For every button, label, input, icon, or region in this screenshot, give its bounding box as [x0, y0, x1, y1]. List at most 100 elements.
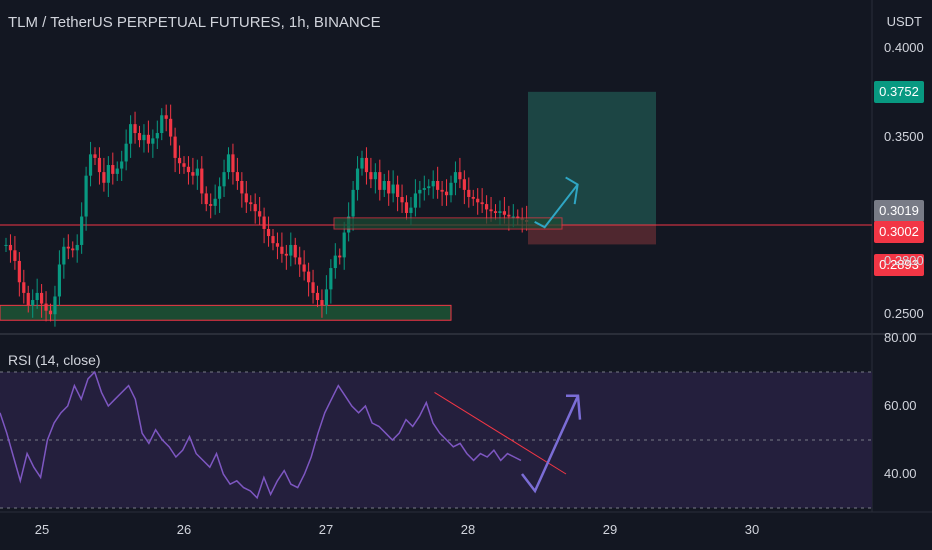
candle-body — [146, 134, 150, 144]
candle-body — [80, 216, 84, 245]
candle-body — [462, 179, 466, 190]
candle-body — [342, 232, 346, 258]
candle-body — [66, 246, 70, 249]
candle-body — [271, 236, 275, 244]
candle-body — [8, 244, 13, 251]
candle-body — [418, 189, 422, 194]
candle-body — [480, 202, 484, 205]
price-tag: 0.3002 — [874, 221, 924, 244]
candle-body — [71, 248, 75, 251]
candle-body — [26, 292, 30, 306]
projection-arrow — [534, 183, 579, 229]
candle-body — [471, 196, 475, 199]
candle-body — [186, 166, 191, 173]
candle-body — [44, 303, 48, 311]
candle-body — [391, 184, 395, 194]
candle-body — [266, 228, 271, 237]
candle-body — [124, 143, 128, 162]
candle-body — [378, 172, 382, 190]
candle-body — [329, 268, 333, 290]
price-axis-tick: 0.2800 — [884, 252, 924, 268]
rsi-axis-tick: 80.00 — [884, 330, 917, 345]
rsi-title: RSI (14, close) — [8, 352, 101, 368]
candle-body — [387, 181, 391, 194]
candle-body — [467, 189, 471, 197]
currency-unit[interactable]: USDT — [886, 14, 922, 29]
candle-body — [311, 282, 315, 293]
time-axis-tick: 30 — [744, 522, 760, 537]
candle-body — [195, 168, 199, 176]
candle-body — [351, 189, 355, 217]
candle-body — [35, 292, 39, 301]
candle-body — [129, 124, 133, 144]
candle-body — [493, 211, 498, 213]
candle-body — [17, 260, 21, 283]
time-axis-tick: 25 — [34, 522, 50, 537]
price-tag: 0.3019 — [874, 200, 924, 223]
projection-arrowhead — [565, 176, 579, 205]
candle-body — [436, 181, 440, 190]
candle-body — [280, 246, 284, 254]
candle-body — [382, 181, 386, 190]
rsi-axis-tick: 60.00 — [884, 398, 917, 413]
candle-body — [262, 216, 266, 229]
candle-body — [258, 211, 262, 217]
candle-body — [476, 198, 480, 203]
rsi-trendline — [434, 391, 567, 475]
candle-body — [355, 168, 360, 190]
candle-body — [97, 157, 102, 173]
candle-body — [307, 271, 311, 283]
candle-body — [240, 181, 244, 194]
candle-body — [137, 133, 142, 141]
candle-body — [253, 204, 257, 212]
candle-body — [177, 157, 182, 164]
candle-body — [155, 133, 159, 139]
position-stop-zone — [528, 225, 656, 245]
candle-body — [106, 165, 110, 183]
price-tag: 0.2893 — [874, 254, 924, 277]
candle-body — [284, 253, 288, 256]
candle-body — [369, 172, 373, 180]
candle-body — [413, 193, 417, 208]
candle-body — [164, 115, 168, 119]
candle-body — [440, 189, 444, 192]
price-tag: 0.3752 — [874, 80, 924, 103]
candle-body — [13, 250, 17, 261]
time-axis-tick: 27 — [318, 522, 334, 537]
candle-body — [120, 161, 124, 169]
candle-body — [182, 163, 186, 167]
candle-body — [93, 154, 97, 158]
candle-body — [40, 292, 44, 304]
candle-body — [409, 207, 413, 213]
candle-body — [204, 193, 208, 205]
candle-body — [102, 172, 106, 183]
candle-body — [231, 154, 235, 173]
candle-body — [226, 154, 231, 173]
candle-body — [57, 264, 61, 297]
candle-body — [431, 181, 435, 187]
candle-body — [298, 257, 302, 265]
candle-body — [249, 202, 253, 205]
candle-body — [191, 172, 195, 176]
candle-body — [160, 115, 164, 134]
candle-body — [404, 202, 409, 213]
candle-body — [275, 243, 280, 247]
candle-body — [31, 300, 35, 306]
candle-body — [289, 244, 293, 256]
candle-body — [498, 211, 502, 213]
candle-body — [360, 157, 364, 169]
candle-body — [111, 165, 115, 174]
candle-body — [75, 244, 79, 251]
price-axis-tick: 0.4000 — [884, 39, 924, 55]
candle-body — [444, 191, 449, 196]
candle-body — [320, 300, 324, 306]
candle-body — [511, 216, 515, 218]
price-axis-tick: 0.2500 — [884, 306, 924, 322]
candle-body — [4, 244, 8, 246]
candle-body — [449, 182, 453, 196]
rsi-axis-tick: 40.00 — [884, 466, 917, 481]
candle-body — [53, 296, 57, 315]
rsi-projection-arrow — [521, 395, 580, 494]
candle-body — [151, 138, 155, 144]
